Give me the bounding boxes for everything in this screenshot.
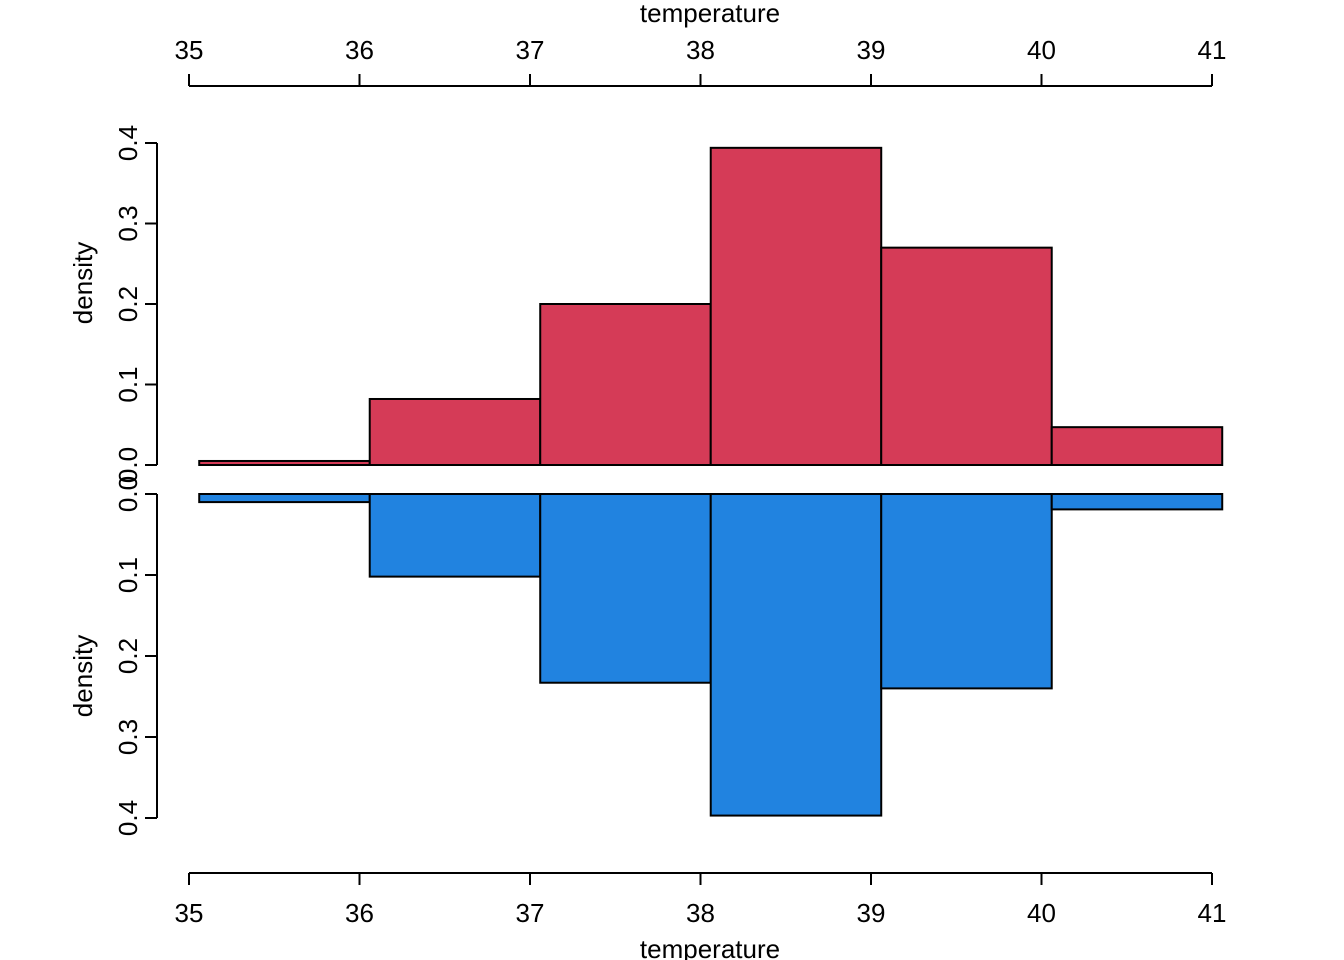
top-x-tick-label: 37 xyxy=(516,35,545,65)
top-histogram-bar xyxy=(539,303,712,466)
bottom-y-tick-label: 0.3 xyxy=(113,719,143,755)
top-histogram-bar xyxy=(198,459,371,467)
top-x-tick-label: 39 xyxy=(857,35,886,65)
top-x-tick-label: 35 xyxy=(175,35,204,65)
bottom-histogram-bar xyxy=(368,493,542,578)
bottom-y-tick-label: 0.1 xyxy=(113,557,143,593)
bottom-x-tick-label: 35 xyxy=(175,898,204,928)
top-x-axis-title: temperature xyxy=(640,0,780,28)
top-x-tick-label: 40 xyxy=(1027,35,1056,65)
top-y-tick-label: 0.1 xyxy=(113,366,143,402)
bottom-histogram-bar xyxy=(1050,493,1224,511)
top-y-axis-title: density xyxy=(68,242,98,324)
top-histogram-bar xyxy=(368,397,542,466)
bottom-x-tick-label: 37 xyxy=(516,898,545,928)
top-x-tick-label: 36 xyxy=(345,35,374,65)
bottom-histogram-bar xyxy=(539,493,712,684)
bottom-x-tick-label: 39 xyxy=(857,898,886,928)
bottom-x-axis-title: temperature xyxy=(640,934,780,960)
bottom-histogram-bar xyxy=(880,493,1053,690)
top-x-tick-label: 38 xyxy=(686,35,715,65)
top-y-tick-label: 0.3 xyxy=(113,205,143,241)
bottom-histogram-bar xyxy=(709,493,883,817)
bottom-y-tick-label: 0.4 xyxy=(113,800,143,836)
bottom-histogram-bar xyxy=(198,493,371,504)
top-histogram-bar xyxy=(709,146,883,467)
bottom-y-axis-title: density xyxy=(68,635,98,717)
top-histogram-bar xyxy=(1050,426,1224,467)
bottom-x-tick-label: 38 xyxy=(686,898,715,928)
bottom-x-tick-label: 41 xyxy=(1198,898,1227,928)
bottom-y-tick-label: 0.0 xyxy=(113,476,143,512)
top-histogram-bar xyxy=(880,246,1053,466)
bottom-y-tick-label: 0.2 xyxy=(113,638,143,674)
top-y-tick-label: 0.4 xyxy=(113,125,143,161)
bottom-x-tick-label: 40 xyxy=(1027,898,1056,928)
top-y-tick-label: 0.2 xyxy=(113,286,143,322)
bottom-x-tick-label: 36 xyxy=(345,898,374,928)
top-y-tick-label: 0.0 xyxy=(113,447,143,483)
top-x-tick-label: 41 xyxy=(1198,35,1227,65)
